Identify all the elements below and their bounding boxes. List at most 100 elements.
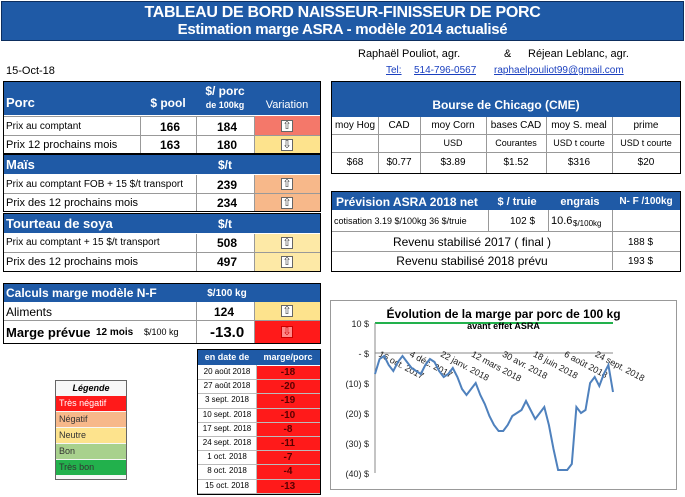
marge-val: -13.0 (210, 323, 245, 341)
cme-col-unit: USD (443, 138, 463, 148)
history-row-marge: -20 (256, 380, 320, 394)
legend-item: Bon (56, 444, 126, 459)
history-row-date: 8 oct. 2018 (207, 466, 247, 476)
porc-comptant-variation: ⇧ (254, 116, 320, 135)
porc-12mois-label: Prix 12 prochains mois (6, 138, 118, 151)
author-sep: & (504, 48, 512, 60)
history-row-marge: -7 (256, 451, 320, 465)
chart-y-tick: (20) $ (345, 409, 369, 419)
cme-block (331, 81, 681, 174)
chart-y-tick: (40) $ (345, 469, 369, 479)
porc-header (4, 82, 320, 115)
mais-comptant-val: 239 (217, 177, 238, 192)
cme-col-value: $0.77 (386, 157, 412, 168)
history-row-date: 24 sept. 2018 (202, 438, 252, 447)
asra-cotisation-engrais: 10.6 (551, 215, 573, 227)
history-row-marge: -13 (256, 479, 320, 493)
chart-svg: 10 $- $(10) $(20) $(30) $(40) $16 oct. 2… (345, 319, 646, 479)
marge-sub: 12 mois (96, 326, 134, 338)
report-date: 15-Oct-18 (6, 65, 55, 77)
history-row-date: 20 août 2018 (203, 367, 251, 376)
calculs-unit: $/100 kg (207, 287, 247, 299)
history-row-date: 3 sept. 2018 (204, 395, 250, 405)
marge-label: Marge prévue (6, 324, 91, 340)
cme-col-header: moy Corn (431, 120, 475, 131)
arrow-up-icon: ⇧ (281, 305, 293, 317)
soya-12mois-label: Prix des 12 prochains mois (6, 256, 139, 268)
legend-item: Très négatif (56, 396, 126, 411)
history-row-date: 27 août 2018 (203, 381, 251, 391)
cme-col-value: $316 (567, 157, 591, 168)
history-row-marge: -10 (256, 408, 320, 422)
history-row-date: 1 oct. 2018 (207, 452, 247, 462)
porc-comptant-100kg: 184 (217, 119, 238, 134)
mais-comptant-label: Prix au comptant FOB + 15 $/t transport (6, 179, 184, 190)
history-header (198, 350, 320, 365)
history-date-header: en date de (204, 352, 250, 362)
revenu-2018-val: 193 $ (628, 255, 654, 267)
chart-y-tick: (10) $ (345, 379, 369, 389)
porc-variation-header: Variation (265, 99, 309, 111)
revenu-2017-val: 188 $ (628, 236, 654, 248)
asra-header (332, 192, 680, 210)
aliments-variation: ⇧ (254, 302, 320, 320)
porc-block (3, 81, 321, 154)
porc-12mois-100kg: 180 (217, 137, 238, 152)
mais-header (4, 155, 320, 174)
legend-item: Neutre (56, 428, 126, 443)
history-row-marge: -8 (256, 422, 320, 436)
marge-variation: ⇩ (254, 321, 320, 343)
soya-header (4, 214, 320, 233)
asra-engrais-header: engrais (560, 196, 600, 208)
history-marge-header: marge/porc (263, 352, 313, 362)
cme-col-header: bases CAD (490, 120, 542, 131)
soya-comptant-label: Prix au comptant + 15 $/t transport (6, 237, 160, 248)
porc-100-header: $/ porc (205, 84, 245, 98)
chart-title: Évolution de la marge par porc de 100 kg (386, 307, 621, 321)
asra-label: Prévision ASRA 2018 net (336, 195, 478, 209)
porc-12mois-variation: ⇩ (254, 136, 320, 153)
cme-header (332, 82, 680, 117)
soya-comptant-variation: ⇧ (254, 234, 320, 252)
aliments-val: 124 (214, 304, 235, 319)
soya-block (3, 213, 321, 272)
page-subtitle: Estimation marge ASRA - modèle 2014 actu… (177, 21, 508, 38)
calculs-label: Calculs marge modèle N-F (6, 286, 157, 300)
porc-comptant-pool: 166 (160, 119, 181, 134)
history-row-marge: -4 (256, 465, 320, 479)
email-link[interactable]: raphaelpouliot99@gmail.com (494, 65, 624, 76)
history-row-marge: -18 (256, 366, 320, 380)
author-1: Raphaël Pouliot, agr. (358, 48, 461, 60)
arrow-up-icon: ⇧ (281, 237, 293, 249)
soya-12mois-variation: ⇧ (254, 253, 320, 271)
mais-12mois-val: 234 (217, 195, 238, 210)
soya-unit: $/t (217, 216, 232, 231)
legend-item: Très bon (56, 460, 126, 475)
chart-subtitle: avant effet ASRA (467, 321, 540, 331)
cme-col-header: moy S. meal (551, 120, 607, 131)
calculs-block (3, 283, 321, 344)
soya-label: Tourteau de soya (6, 216, 113, 231)
tel-label: Tel: (386, 65, 402, 76)
mais-label: Maïs (6, 157, 35, 172)
porc-label: Porc (6, 94, 35, 110)
arrow-down-icon: ⇩ (281, 138, 293, 151)
mais-block (3, 154, 321, 212)
arrow-up-icon: ⇧ (281, 119, 293, 132)
cme-col-unit: USD t courte (553, 138, 605, 148)
tel-number[interactable]: 514-796-0567 (414, 65, 477, 76)
porc-pool-header: $ pool (150, 96, 186, 110)
soya-12mois-val: 497 (217, 255, 238, 269)
porc-100-header-b: de 100kg (205, 100, 245, 110)
chart-y-tick: - $ (358, 349, 369, 359)
page-title: TABLEAU DE BORD NAISSEUR-FINISSEUR DE PO… (144, 4, 541, 21)
cme-col-header: prime (633, 120, 659, 131)
mais-12mois-variation: ⇧ (254, 194, 320, 211)
arrow-up-icon: ⇧ (281, 256, 293, 268)
porc-12mois-pool: 163 (160, 137, 181, 152)
soya-comptant-val: 508 (217, 235, 238, 250)
cme-col-value: $1.52 (503, 157, 529, 168)
margin-chart: 10 $ - $ (10) $ (20) $ (30) $ (40) $16 oct. 2… (330, 300, 677, 490)
mais-unit: $/t (217, 157, 232, 172)
chart-y-tick: (30) $ (345, 439, 369, 449)
